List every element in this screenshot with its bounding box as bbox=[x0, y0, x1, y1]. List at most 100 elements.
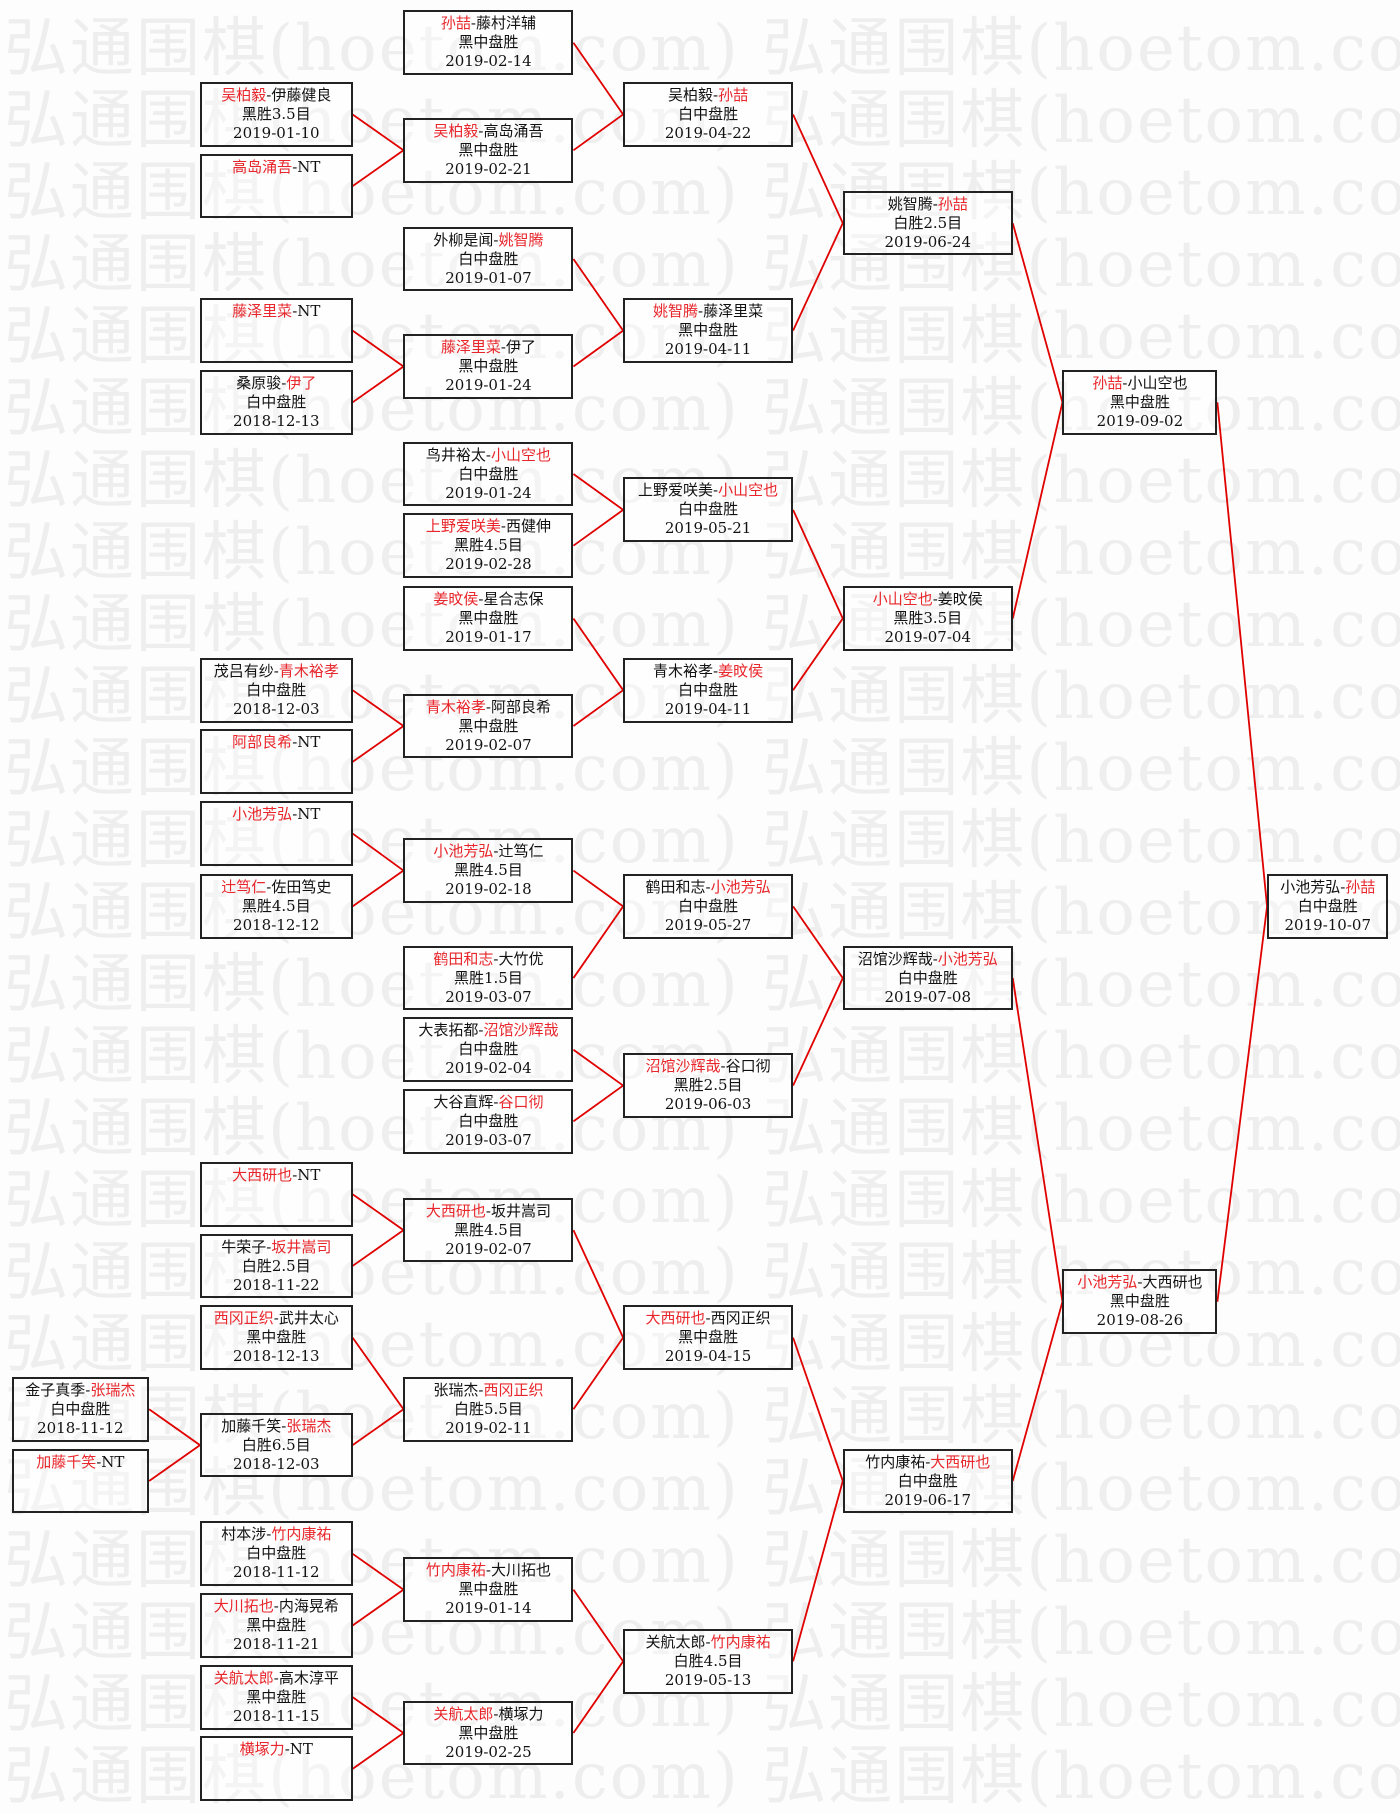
match-box[interactable]: 孙喆-藤村洋辅 黑中盘胜 2019-02-14 bbox=[403, 10, 574, 76]
match-players: 大谷直辉-谷口彻 bbox=[405, 1093, 571, 1112]
match-box[interactable]: 西冈正织-武井太心 黑中盘胜 2018-12-13 bbox=[200, 1305, 353, 1370]
match-box[interactable]: 竹内康祐-大西研也 白中盘胜 2019-06-17 bbox=[842, 1448, 1013, 1514]
match-result: 白胜2.5目 bbox=[241, 1256, 311, 1275]
match-box[interactable]: 青木裕孝-阿部良希 黑中盘胜 2019-02-07 bbox=[403, 693, 574, 759]
match-box[interactable]: 藤泽里菜-伊了 黑中盘胜 2019-01-24 bbox=[403, 334, 574, 399]
player-1: 小池芳弘 bbox=[1077, 1273, 1138, 1292]
match-players: 金子真季-张瑞杰 bbox=[14, 1381, 148, 1400]
connector-line bbox=[352, 365, 404, 404]
match-box[interactable]: 关航太郎-高木淳平 黑中盘胜 2018-11-15 bbox=[200, 1664, 353, 1730]
separator: - bbox=[478, 1380, 484, 1399]
match-box[interactable]: 关航太郎-横塚力 黑中盘胜 2019-02-25 bbox=[403, 1700, 574, 1766]
match-box[interactable]: 张瑞杰-西冈正织 白胜5.5目 2019-02-11 bbox=[403, 1376, 574, 1442]
connector-line bbox=[792, 509, 844, 619]
player-2: 竹内康祐 bbox=[271, 1525, 332, 1544]
match-players: 青木裕孝-姜旼侯 bbox=[625, 662, 791, 681]
match-box[interactable]: 鹤田和志-大竹优 黑胜1.5目 2019-03-07 bbox=[403, 945, 574, 1011]
match-players: 村本涉-竹内康祐 bbox=[202, 1525, 351, 1544]
match-box[interactable]: 小池芳弘-辻笃仁 黑胜4.5目 2019-02-18 bbox=[403, 838, 574, 903]
match-box[interactable]: 辻笃仁-佐田笃史 黑胜4.5目 2018-12-12 bbox=[200, 874, 353, 939]
match-box[interactable]: 姚智腾-藤泽里菜 黑中盘胜 2019-04-11 bbox=[623, 298, 794, 363]
match-box[interactable]: 高岛涌吾-NT bbox=[200, 153, 353, 219]
match-result: 白中盘胜 bbox=[50, 1399, 111, 1418]
match-box[interactable]: 桑原骏-伊了 白中盘胜 2018-12-13 bbox=[200, 369, 353, 435]
player-1: 大谷直辉 bbox=[433, 1093, 494, 1112]
player-1: 竹内康祐 bbox=[425, 1561, 486, 1580]
match-box[interactable]: 阿部良希-NT bbox=[200, 729, 353, 795]
watermark-text: 弘通围棋(hoetom.com) 弘通围棋(hoetom.com) bbox=[4, 948, 1400, 1022]
player-2: 阿部良希 bbox=[490, 697, 551, 716]
player-2: 张瑞杰 bbox=[90, 1380, 136, 1399]
separator: - bbox=[266, 878, 272, 896]
match-box[interactable]: 牛荣子-坂井嵩司 白胜2.5目 2018-11-22 bbox=[200, 1233, 353, 1299]
match-result: 白中盘胜 bbox=[458, 1112, 519, 1131]
match-box[interactable]: 村本涉-竹内康祐 白中盘胜 2018-11-12 bbox=[200, 1521, 353, 1587]
match-box[interactable]: 鸟井裕太-小山空也 白中盘胜 2019-01-24 bbox=[403, 441, 574, 507]
connector-line bbox=[792, 977, 844, 1086]
separator: - bbox=[478, 121, 484, 140]
match-box[interactable]: 加藤千笑-张瑞杰 白胜6.5目 2018-12-03 bbox=[200, 1412, 353, 1478]
match-box[interactable]: 外柳是闻-姚智腾 白中盘胜 2019-01-07 bbox=[403, 226, 574, 292]
match-box[interactable]: 沼馆沙辉哉-谷口彻 黑胜2.5目 2019-06-03 bbox=[623, 1053, 794, 1118]
player-2: 青木裕孝 bbox=[278, 661, 339, 680]
match-result: 白中盘胜 bbox=[458, 1040, 519, 1059]
match-box[interactable]: 鹤田和志-小池芳弘 白中盘胜 2019-05-27 bbox=[623, 874, 794, 939]
match-box[interactable]: 上野爱咲美-小山空也 白中盘胜 2019-05-21 bbox=[623, 477, 794, 543]
match-result: 黑胜4.5目 bbox=[454, 861, 523, 880]
match-box[interactable]: 大川拓也-内海晃希 黑中盘胜 2018-11-21 bbox=[200, 1593, 353, 1658]
player-1: 横塚力 bbox=[239, 1740, 285, 1759]
match-box[interactable]: 吴柏毅-孙喆 白中盘胜 2019-04-22 bbox=[623, 82, 794, 147]
match-box[interactable]: 吴柏毅-伊藤健良 黑胜3.5目 2019-01-10 bbox=[200, 82, 353, 147]
match-box[interactable]: 加藤千笑-NT bbox=[11, 1448, 150, 1514]
match-box[interactable]: 小池芳弘-NT bbox=[200, 801, 353, 866]
match-players: 姚智腾-藤泽里菜 bbox=[625, 302, 791, 321]
match-players: 张瑞杰-西冈正织 bbox=[405, 1381, 571, 1400]
match-box[interactable]: 上野爱咲美-西健伸 黑胜4.5目 2019-02-28 bbox=[403, 513, 574, 579]
match-box[interactable]: 沼馆沙辉哉-小池芳弘 白中盘胜 2019-07-08 bbox=[842, 945, 1013, 1011]
match-box[interactable]: 大西研也-西冈正织 黑中盘胜 2019-04-15 bbox=[623, 1305, 794, 1370]
player-2: 坂井嵩司 bbox=[271, 1237, 332, 1256]
connector-line bbox=[352, 869, 404, 908]
player-2: 谷口彻 bbox=[498, 1093, 544, 1112]
connector-line bbox=[572, 1660, 624, 1734]
player-2: 姚智腾 bbox=[498, 230, 544, 249]
player-1: 加藤千笑 bbox=[221, 1416, 282, 1435]
match-box[interactable]: 小池芳弘-大西研也 黑中盘胜 2019-08-26 bbox=[1062, 1269, 1218, 1335]
match-box[interactable]: 大表拓都-沼馆沙辉哉 白中盘胜 2019-02-04 bbox=[403, 1017, 574, 1083]
player-1: 关航太郎 bbox=[645, 1632, 706, 1651]
match-box[interactable]: 青木裕孝-姜旼侯 白中盘胜 2019-04-11 bbox=[623, 657, 794, 723]
match-box[interactable]: 大西研也-NT bbox=[200, 1161, 353, 1227]
player-1: 村本涉 bbox=[221, 1525, 267, 1544]
match-players: 沼馆沙辉哉-小池芳弘 bbox=[845, 950, 1011, 969]
match-date: 2019-05-21 bbox=[664, 519, 752, 538]
match-date: 2018-11-12 bbox=[37, 1418, 124, 1437]
match-box[interactable]: 小山空也-姜旼侯 黑胜3.5目 2019-07-04 bbox=[842, 586, 1013, 651]
match-box[interactable]: 姚智腾-孙喆 白胜2.5目 2019-06-24 bbox=[842, 190, 1013, 256]
match-box[interactable]: 关航太郎-竹内康祐 白胜4.5目 2019-05-13 bbox=[623, 1628, 794, 1694]
match-box[interactable]: 茂吕有纱-青木裕孝 白中盘胜 2018-12-03 bbox=[200, 657, 353, 723]
match-box[interactable]: 吴柏毅-高岛涌吾 黑中盘胜 2019-02-21 bbox=[403, 117, 574, 183]
separator: - bbox=[705, 1309, 711, 1328]
match-box[interactable]: 横塚力-NT bbox=[200, 1736, 353, 1802]
match-box[interactable]: 藤泽里菜-NT bbox=[200, 298, 353, 363]
player-2: 内海晃希 bbox=[278, 1597, 339, 1616]
player-1: 藤泽里菜 bbox=[440, 338, 501, 357]
match-box[interactable]: 小池芳弘-孙喆 白中盘胜 2019-10-07 bbox=[1267, 874, 1389, 939]
player-1: 关航太郎 bbox=[213, 1668, 274, 1687]
match-box[interactable]: 姜旼侯-星合志保 黑中盘胜 2019-01-17 bbox=[403, 586, 574, 651]
match-date: 2019-02-21 bbox=[445, 159, 532, 178]
separator: - bbox=[292, 302, 298, 321]
match-box[interactable]: 大谷直辉-谷口彻 白中盘胜 2019-03-07 bbox=[403, 1089, 574, 1154]
watermark-text: 弘通围棋(hoetom.com) 弘通围棋(hoetom.com) bbox=[4, 1380, 1400, 1454]
match-box[interactable]: 金子真季-张瑞杰 白中盘胜 2018-11-12 bbox=[11, 1376, 150, 1442]
match-result: 黑胜4.5目 bbox=[241, 897, 311, 915]
separator: - bbox=[273, 1668, 279, 1687]
match-result: 黑中盘胜 bbox=[458, 140, 519, 159]
match-box[interactable]: 孙喆-小山空也 黑中盘胜 2019-09-02 bbox=[1062, 369, 1218, 435]
match-players: 鹤田和志-小池芳弘 bbox=[625, 878, 791, 897]
separator: - bbox=[266, 1525, 272, 1544]
match-result: 白中盘胜 bbox=[678, 105, 739, 124]
match-box[interactable]: 竹内康祐-大川拓也 黑中盘胜 2019-01-14 bbox=[403, 1557, 574, 1622]
match-box[interactable]: 大西研也-坂井嵩司 黑胜4.5目 2019-02-07 bbox=[403, 1197, 574, 1263]
